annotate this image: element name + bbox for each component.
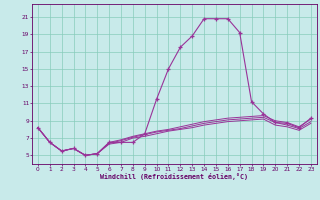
X-axis label: Windchill (Refroidissement éolien,°C): Windchill (Refroidissement éolien,°C) bbox=[100, 173, 248, 180]
